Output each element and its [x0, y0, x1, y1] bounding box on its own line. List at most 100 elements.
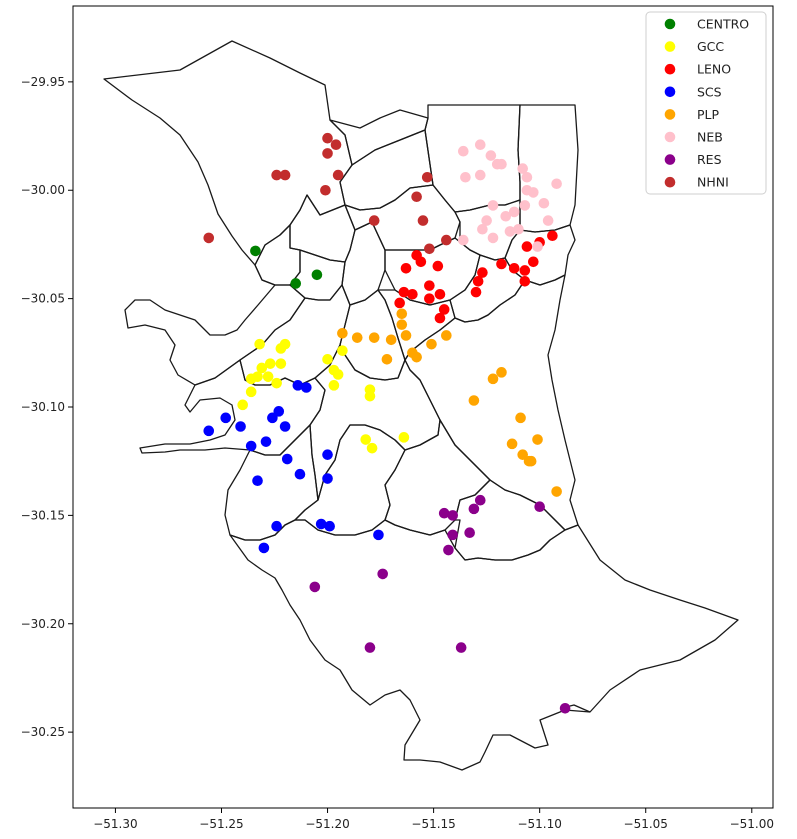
data-point: [496, 367, 507, 378]
data-point: [254, 338, 265, 350]
data-point: [421, 171, 433, 183]
y-tick-label: −30.10: [21, 400, 65, 414]
data-point: [491, 158, 503, 170]
y-tick-label: −30.25: [21, 725, 65, 739]
data-point: [415, 256, 427, 268]
x-tick-label: −51.10: [517, 817, 561, 831]
data-point: [301, 382, 312, 393]
data-point: [264, 358, 276, 369]
data-point: [542, 215, 554, 226]
data-point: [468, 395, 480, 406]
data-point: [506, 438, 518, 450]
data-point: [245, 373, 257, 385]
legend-label: LENO: [697, 62, 731, 77]
data-point: [360, 434, 372, 445]
legend-box: [645, 11, 767, 195]
data-point: [481, 215, 492, 226]
data-point: [322, 132, 333, 144]
data-point: [528, 256, 539, 268]
data-point: [292, 380, 304, 391]
data-point: [500, 210, 512, 222]
data-point: [271, 520, 282, 532]
data-point: [477, 267, 488, 278]
data-point: [396, 319, 408, 330]
data-point: [237, 399, 248, 411]
data-point: [417, 215, 429, 226]
data-point: [411, 191, 422, 203]
data-point: [203, 232, 215, 244]
data-point: [398, 286, 410, 298]
data-point: [281, 453, 293, 465]
data-point: [324, 520, 335, 532]
data-point: [279, 169, 291, 181]
data-point: [525, 455, 537, 467]
data-point: [411, 351, 422, 363]
data-point: [517, 163, 528, 174]
data-point: [455, 642, 467, 653]
data-point: [504, 226, 516, 237]
data-point: [309, 581, 321, 593]
legend-marker: [664, 41, 676, 52]
data-point: [472, 275, 484, 287]
data-point: [474, 139, 486, 151]
data-point: [508, 206, 520, 218]
series-leno: [394, 230, 558, 324]
legend-marker: [664, 154, 676, 165]
data-point: [551, 178, 562, 190]
data-point: [245, 440, 257, 452]
legend-marker: [664, 18, 676, 30]
data-point: [279, 421, 291, 432]
x-tick-label: −51.15: [411, 817, 455, 831]
legend-marker: [664, 109, 676, 120]
data-point: [487, 200, 499, 211]
data-point: [258, 542, 270, 554]
data-point: [441, 234, 452, 246]
data-point: [332, 369, 344, 380]
data-point: [519, 265, 531, 276]
data-point: [424, 280, 435, 291]
data-point: [517, 449, 528, 460]
data-point: [320, 184, 331, 196]
data-point: [538, 197, 550, 209]
series-gcc: [237, 338, 410, 454]
data-point: [515, 412, 526, 424]
data-point: [252, 475, 263, 486]
data-point: [368, 332, 380, 343]
data-point: [337, 328, 348, 339]
y-tick-label: −30.15: [21, 508, 65, 522]
data-point: [547, 230, 558, 242]
data-point: [290, 278, 302, 289]
data-point: [332, 169, 344, 181]
data-point: [458, 234, 469, 246]
legend: CENTRO GCC LENO SCS PLP NEB RES NHNI: [645, 11, 767, 195]
legend-label: NHNI: [697, 175, 729, 190]
data-point: [447, 510, 458, 521]
data-point: [315, 518, 327, 530]
data-point: [322, 354, 333, 365]
x-tick-label: −51.25: [199, 817, 243, 831]
x-axis-ticks: −51.30 −51.25 −51.20 −51.15 −51.10 −51.05 −51.…: [93, 808, 774, 831]
series-scs: [203, 380, 384, 554]
data-point: [458, 145, 469, 157]
data-point: [260, 436, 272, 447]
data-point: [487, 373, 499, 385]
data-point: [474, 169, 486, 181]
data-point: [322, 473, 333, 484]
y-axis-ticks: −29.95 −30.00 −30.05 −30.10 −30.15 −30.20 −30.…: [21, 75, 73, 739]
series-nhni: [203, 132, 452, 255]
data-point: [337, 345, 348, 356]
data-point: [528, 187, 539, 198]
data-point: [394, 297, 405, 309]
data-point: [468, 503, 480, 515]
data-point: [485, 150, 497, 161]
data-point: [381, 354, 393, 365]
data-point: [322, 148, 333, 159]
data-point: [220, 412, 232, 424]
data-point: [364, 642, 376, 653]
data-point: [400, 330, 412, 341]
data-point: [398, 432, 410, 443]
data-point: [521, 241, 533, 252]
legend-label: PLP: [697, 107, 720, 122]
series-plp: [337, 308, 562, 497]
